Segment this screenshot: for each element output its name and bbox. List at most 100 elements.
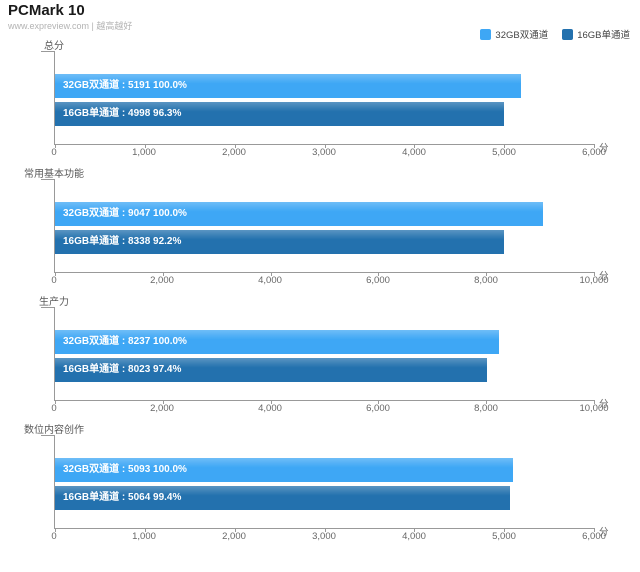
plot-area: 32GB双通道 : 9047 100.0% 16GB单通道 : 8338 92.2… bbox=[41, 179, 595, 276]
x-axis-label: 4,000 bbox=[258, 403, 282, 414]
bar-label: 16GB单通道 : 4998 96.3% bbox=[63, 108, 182, 119]
chart-section-title: 数位内容创作 bbox=[24, 425, 84, 436]
x-axis-label: 8,000 bbox=[474, 403, 498, 414]
bar: 16GB单通道 : 8338 92.2% bbox=[55, 230, 505, 254]
x-axis-label: 6,000 bbox=[582, 147, 606, 158]
plot-area: 32GB双通道 : 8237 100.0% 16GB单通道 : 8023 97.4… bbox=[41, 307, 595, 404]
x-axis-tick bbox=[378, 400, 380, 404]
y-axis-top-tick bbox=[41, 435, 55, 436]
x-axis-label: 0 bbox=[51, 147, 57, 158]
x-axis-labels: 0 2,000 4,000 6,000 8,000 10,000 分 bbox=[51, 399, 608, 417]
x-axis-label: 2,000 bbox=[150, 275, 174, 286]
x-axis-tick bbox=[144, 528, 146, 532]
charts: 总分 32GB双通道 : 5191 100.0% 16GB单通道 : 4998 96… bbox=[0, 36, 640, 548]
chart-section: 常用基本功能 32GB双通道 : 9047 100.0% 16GB单通道 : 833… bbox=[0, 164, 640, 292]
x-axis-labels: 0 1,000 2,000 3,000 4,000 5,000 6,000 分 bbox=[51, 143, 608, 161]
chart-section-title: 总分 bbox=[44, 41, 64, 52]
x-axis-tick bbox=[144, 144, 146, 148]
x-axis-label: 3,000 bbox=[312, 147, 336, 158]
x-axis-labels: 0 2,000 4,000 6,000 8,000 10,000 分 bbox=[51, 271, 608, 289]
x-axis-tick bbox=[324, 528, 326, 532]
legend-label: 16GB单通道 bbox=[577, 30, 630, 41]
x-axis-label: 10,000 bbox=[579, 275, 609, 286]
x-axis-label: 4,000 bbox=[402, 147, 426, 158]
x-axis-tick bbox=[414, 144, 416, 148]
x-axis-tick bbox=[594, 272, 595, 276]
page-title: PCMark 10 bbox=[8, 2, 85, 19]
legend-label: 32GB双通道 bbox=[495, 30, 549, 41]
legend: 32GB双通道 16GB单通道 bbox=[480, 27, 630, 41]
x-axis-label: 6,000 bbox=[366, 403, 390, 414]
x-axis-tick bbox=[162, 272, 164, 276]
x-axis-tick bbox=[324, 144, 326, 148]
x-axis-tick bbox=[270, 400, 272, 404]
axis-unit-label: 分 bbox=[599, 143, 609, 154]
chart-section: 总分 32GB双通道 : 5191 100.0% 16GB单通道 : 4998 96… bbox=[0, 36, 640, 164]
x-axis-label: 6,000 bbox=[366, 275, 390, 286]
bar-label: 32GB双通道 : 9047 100.0% bbox=[63, 208, 187, 219]
x-axis-tick bbox=[234, 528, 236, 532]
x-axis-tick bbox=[504, 528, 506, 532]
bar-label: 32GB双通道 : 5093 100.0% bbox=[63, 464, 187, 475]
bar-label: 16GB单通道 : 8338 92.2% bbox=[63, 236, 182, 247]
x-axis-label: 0 bbox=[51, 403, 57, 414]
bar: 32GB双通道 : 5093 100.0% bbox=[55, 458, 513, 482]
x-axis-label: 1,000 bbox=[132, 147, 156, 158]
x-axis-label: 0 bbox=[51, 531, 57, 542]
x-axis-tick bbox=[378, 272, 380, 276]
x-axis-tick bbox=[594, 528, 595, 532]
x-axis-label: 4,000 bbox=[402, 531, 426, 542]
chart-section: 生产力 32GB双通道 : 8237 100.0% 16GB单通道 : 8023 9… bbox=[0, 292, 640, 420]
x-axis-label: 0 bbox=[51, 275, 57, 286]
legend-item-32gb-dual[interactable]: 32GB双通道 bbox=[480, 27, 548, 41]
bar-label: 16GB单通道 : 8023 97.4% bbox=[63, 364, 182, 375]
bar: 32GB双通道 : 9047 100.0% bbox=[55, 202, 543, 226]
x-axis-tick bbox=[270, 272, 272, 276]
axis-unit-label: 分 bbox=[599, 271, 609, 282]
y-axis-top-tick bbox=[41, 179, 55, 180]
x-axis-tick bbox=[414, 528, 416, 532]
bar: 32GB双通道 : 8237 100.0% bbox=[55, 330, 499, 354]
x-axis-label: 3,000 bbox=[312, 531, 336, 542]
x-axis-label: 5,000 bbox=[492, 147, 516, 158]
bar-label: 32GB双通道 : 8237 100.0% bbox=[63, 336, 187, 347]
x-axis-labels: 0 1,000 2,000 3,000 4,000 5,000 6,000 分 bbox=[51, 527, 608, 545]
x-axis-tick bbox=[594, 144, 595, 148]
plot-area: 32GB双通道 : 5191 100.0% 16GB单通道 : 4998 96.3… bbox=[41, 51, 595, 148]
x-axis-label: 8,000 bbox=[474, 275, 498, 286]
y-axis-top-tick bbox=[41, 307, 55, 308]
x-axis-label: 2,000 bbox=[222, 531, 246, 542]
x-axis-label: 10,000 bbox=[579, 403, 609, 414]
y-axis-top-tick bbox=[41, 51, 55, 52]
bar-label: 16GB单通道 : 5064 99.4% bbox=[63, 492, 182, 503]
legend-swatch-dark-blue bbox=[562, 28, 574, 40]
x-axis-label: 2,000 bbox=[150, 403, 174, 414]
x-axis-label: 2,000 bbox=[222, 147, 246, 158]
page-subtitle: www.expreview.com | 越高越好 bbox=[8, 21, 133, 31]
bar: 16GB单通道 : 4998 96.3% bbox=[55, 102, 504, 126]
x-axis-tick bbox=[55, 144, 56, 148]
bar: 16GB单通道 : 8023 97.4% bbox=[55, 358, 488, 382]
chart-section-title: 常用基本功能 bbox=[24, 169, 84, 180]
x-axis-tick bbox=[504, 144, 506, 148]
x-axis-label: 6,000 bbox=[582, 531, 606, 542]
legend-item-16gb-single[interactable]: 16GB单通道 bbox=[562, 27, 630, 41]
x-axis-tick bbox=[162, 400, 164, 404]
x-axis-label: 1,000 bbox=[132, 531, 156, 542]
bar: 16GB单通道 : 5064 99.4% bbox=[55, 486, 510, 510]
chart-section: 数位内容创作 32GB双通道 : 5093 100.0% 16GB单通道 : 506… bbox=[0, 420, 640, 548]
legend-swatch-light-blue bbox=[480, 28, 492, 40]
x-axis-tick bbox=[234, 144, 236, 148]
bar-label: 32GB双通道 : 5191 100.0% bbox=[63, 80, 187, 91]
axis-unit-label: 分 bbox=[599, 527, 609, 538]
axis-unit-label: 分 bbox=[599, 399, 609, 410]
x-axis-tick bbox=[55, 528, 56, 532]
plot-area: 32GB双通道 : 5093 100.0% 16GB单通道 : 5064 99.4… bbox=[41, 435, 595, 532]
x-axis-tick bbox=[486, 400, 488, 404]
x-axis-label: 5,000 bbox=[492, 531, 516, 542]
bar: 32GB双通道 : 5191 100.0% bbox=[55, 74, 522, 98]
x-axis-label: 4,000 bbox=[258, 275, 282, 286]
x-axis-tick bbox=[55, 272, 56, 276]
x-axis-tick bbox=[486, 272, 488, 276]
